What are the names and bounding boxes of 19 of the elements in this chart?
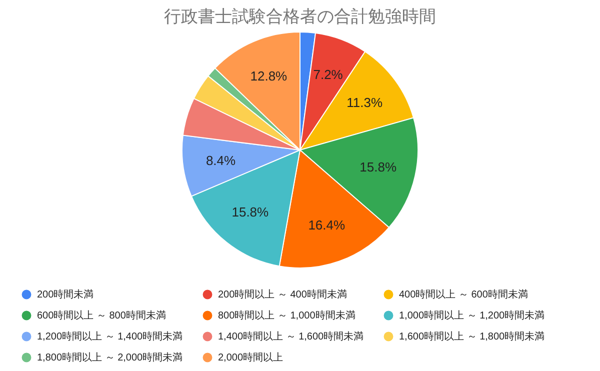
legend-label: 1,200時間以上 ～ 1,400時間未満 xyxy=(37,330,183,342)
data-label: 16.4% xyxy=(308,217,346,232)
chart-title: 行政書士試験合格者の合計勉強時間 xyxy=(164,7,436,26)
legend-label: 200時間未満 xyxy=(37,288,94,301)
legend-label: 800時間以上 ～ 1,000時間未満 xyxy=(218,310,356,322)
legend-label: 1,800時間以上 ～ 2,000時間未満 xyxy=(37,352,183,364)
data-label: 11.3% xyxy=(346,94,383,110)
legend-label: 1,000時間以上 ～ 1,200時間未満 xyxy=(399,310,545,322)
legend-label: 600時間以上 ～ 800時間未満 xyxy=(37,310,166,322)
data-label: 15.8% xyxy=(232,204,270,220)
data-label: 12.8% xyxy=(250,68,288,84)
legend-label: 1,400時間以上 ～ 1,600時間未満 xyxy=(218,330,364,342)
data-label: 7.2% xyxy=(313,67,344,82)
data-label: 8.4% xyxy=(206,153,236,168)
legend-label: 400時間以上 ～ 600時間未満 xyxy=(399,288,528,301)
data-label: 15.8% xyxy=(360,159,397,174)
legend-label: 200時間以上 ～ 400時間未満 xyxy=(218,288,347,301)
legend-label: 2,000時間以上 xyxy=(218,352,284,364)
legend-label: 1,600時間以上 ～ 1,800時間未満 xyxy=(399,330,545,342)
